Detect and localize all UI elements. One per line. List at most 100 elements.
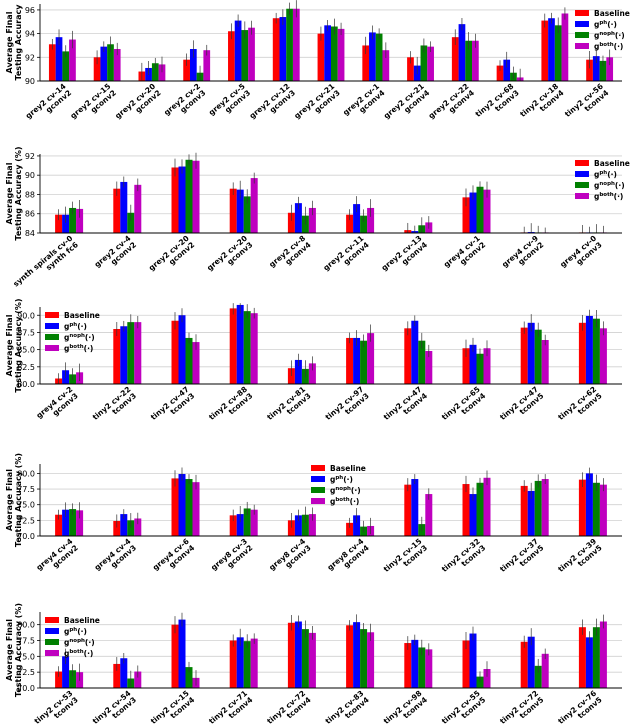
bar	[362, 45, 370, 81]
bar	[62, 656, 70, 688]
x-tick-label: grey2 cv-15gconv2	[69, 82, 118, 127]
legend-label-base: g	[64, 627, 69, 636]
bar	[578, 322, 586, 384]
bar	[520, 641, 528, 688]
legend-label-base: g	[594, 170, 599, 179]
x-tick-label: grey2 cv-13gconv4	[380, 234, 429, 279]
bar	[294, 621, 302, 688]
bar	[599, 621, 607, 688]
x-tick-label: grey2 cv-1gconv4	[341, 82, 386, 124]
bar	[189, 49, 197, 81]
legend-label: gboth(·)	[64, 649, 93, 658]
legend-swatch	[45, 639, 59, 645]
legend-label-tail: (·)	[343, 475, 353, 484]
legend-label-sup: both	[599, 42, 613, 48]
bar	[483, 669, 491, 688]
bar	[55, 214, 63, 233]
bar	[541, 653, 549, 688]
bar	[534, 329, 542, 384]
bar	[107, 44, 114, 81]
legend-label-sup: both	[599, 192, 613, 198]
bar	[324, 25, 331, 82]
x-tick-label: tiny2 cv-98tconv4	[382, 689, 429, 728]
bar	[585, 473, 593, 536]
y-tick-label: 94	[25, 30, 35, 39]
legend-label: Baseline	[594, 159, 630, 168]
bar	[241, 30, 249, 81]
bar	[411, 639, 419, 688]
legend-label-base: g	[330, 475, 335, 484]
bar	[527, 322, 535, 384]
bar	[469, 633, 477, 688]
bar	[346, 337, 354, 384]
x-tick-label: grey2 cv-2gconv3	[162, 82, 207, 124]
legend-label-base: g	[64, 322, 69, 331]
legend-label-base: g	[330, 486, 335, 495]
legend-swatch	[575, 43, 589, 49]
y-tick-label: 75.0	[17, 652, 35, 661]
bar	[462, 484, 470, 536]
legend-label: gph(·)	[330, 475, 353, 484]
y-axis-label-line: Testing Accuracy	[14, 4, 23, 81]
legend-swatch	[311, 476, 325, 482]
bar	[469, 494, 477, 536]
legend-swatch	[575, 21, 589, 27]
bar	[425, 649, 433, 688]
bar	[48, 44, 56, 81]
bar	[561, 13, 569, 82]
bar	[250, 178, 258, 233]
bar	[360, 340, 368, 384]
bar	[229, 188, 237, 233]
x-tick-label: grey2 cv-8gconv4	[267, 234, 312, 276]
bar	[192, 482, 200, 536]
legend-label: gph(·)	[64, 322, 87, 331]
bar	[62, 214, 70, 233]
bar	[127, 520, 135, 536]
legend-label-tail: (·)	[350, 497, 360, 506]
x-tick-label: tiny2 cv-88tconv3	[207, 385, 254, 429]
bar	[425, 494, 433, 536]
legend-swatch	[311, 487, 325, 493]
bar	[476, 676, 484, 688]
bar	[279, 17, 287, 81]
x-tick-label: grey4 cv-9gconv2	[500, 234, 545, 276]
bar	[520, 327, 528, 384]
legend-label-sup: ph	[335, 475, 343, 481]
legend-swatch	[45, 617, 59, 623]
x-tick-label: synth spirals cv-0synth fc6	[11, 234, 79, 295]
bar	[458, 24, 466, 81]
legend-label-base: g	[64, 344, 69, 353]
bar	[55, 37, 63, 81]
bar	[541, 340, 549, 384]
legend-label: gnoph(·)	[594, 181, 625, 190]
y-tick-label: 72.5	[17, 668, 35, 677]
bar	[472, 40, 479, 81]
bar	[586, 59, 593, 81]
legend-label-base: g	[64, 333, 69, 342]
bar	[476, 482, 484, 536]
bar	[520, 485, 528, 536]
bar	[62, 509, 70, 536]
bar	[178, 619, 186, 688]
y-axis-label: Average FinalTesting Accuracy (%)	[5, 298, 23, 392]
legend-label-tail: (·)	[614, 42, 624, 51]
legend-label-tail: (·)	[607, 170, 617, 179]
bar	[287, 520, 295, 536]
bar	[178, 315, 186, 384]
x-tick-label: tiny2 cv-47tconv5	[498, 385, 545, 429]
x-tick-label: tiny2 cv-65tconv4	[440, 385, 487, 429]
legend-label-sup: noph	[335, 486, 351, 492]
bar	[294, 359, 302, 384]
bar	[250, 313, 258, 384]
bar	[331, 26, 338, 82]
bar	[367, 632, 375, 688]
x-tick-label: grey2 cv-20gconv2	[147, 234, 196, 279]
legend-label-base: g	[594, 192, 599, 201]
x-tick-label: grey4 cv-0gconv3	[558, 234, 603, 276]
y-axis-label-line: Average Final	[5, 469, 14, 531]
